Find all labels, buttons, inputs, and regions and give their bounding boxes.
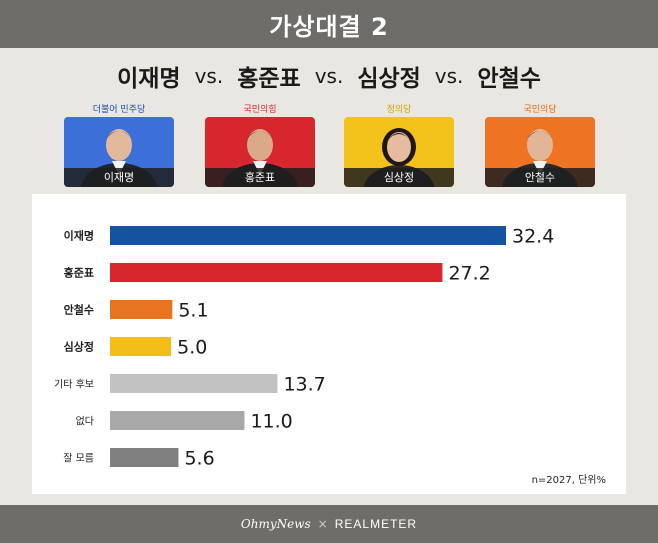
matchup-name-3: 심상정 [357, 66, 421, 92]
candidate-card-2: 국민의힘 홍준표 [205, 104, 315, 187]
value-label: 27.2 [448, 263, 490, 285]
candidate-photo: 이재명 [64, 117, 174, 187]
value-label: 5.1 [178, 300, 208, 322]
matchup-title: 이재명 vs. 홍준표 vs. 심상정 vs. 안철수 [0, 58, 658, 94]
value-label: 5.6 [184, 448, 214, 470]
party-label: 국민의당 [523, 105, 557, 115]
category-label: 잘 모름 [63, 453, 94, 465]
value-label: 5.0 [177, 337, 207, 359]
candidate-photo: 심상정 [344, 117, 454, 187]
candidate-photo: 안철수 [485, 117, 595, 187]
bar [110, 374, 278, 393]
bar [110, 337, 172, 356]
bar-chart: 이재명 32.4 홍준표 27.2 안철수 5.1 심상정 5.0 기타 후보 13.7 없다 11.… [54, 226, 554, 470]
matchup-name-2: 홍준표 [237, 66, 301, 92]
value-label: 11.0 [250, 411, 292, 433]
candidate-name: 이재명 [64, 168, 174, 187]
vs-label-2: vs. [314, 64, 344, 88]
party-label: 정의당 [386, 105, 412, 115]
candidate-name: 심상정 [344, 168, 454, 187]
candidate-card-3: 정의당 심상정 [344, 104, 454, 187]
value-label: 13.7 [283, 374, 325, 396]
category-label: 없다 [76, 415, 94, 428]
value-label: 32.4 [512, 226, 554, 248]
vs-label-3: vs. [434, 64, 464, 88]
candidate-photo: 홍준표 [205, 117, 315, 187]
matchup-name-1: 이재명 [117, 66, 181, 92]
ohmynews-logo: OhmyNews [240, 517, 311, 531]
chart-panel: 이재명 32.4 홍준표 27.2 안철수 5.1 심상정 5.0 기타 후보 13.7 없다 11.… [32, 194, 626, 494]
candidate-name: 홍준표 [205, 168, 315, 187]
vs-label-1: vs. [194, 64, 224, 88]
candidate-card-4: 국민의당 안철수 [485, 104, 595, 187]
matchup-name-4: 안철수 [477, 66, 541, 92]
bar [110, 263, 443, 282]
party-label: 더불어 민주당 [92, 105, 146, 115]
bar [110, 411, 245, 430]
footer-separator: × [317, 517, 328, 531]
realmeter-logo: REALMETER [334, 517, 418, 531]
candidate-card-1: 더불어 민주당 이재명 [64, 104, 174, 187]
category-label: 기타 후보 [54, 379, 94, 391]
chart-title: 가상대결 2 [269, 12, 389, 41]
header-banner: 가상대결 2 [0, 0, 658, 48]
category-label: 이재명 [64, 229, 94, 243]
bar [110, 300, 173, 319]
category-label: 심상정 [64, 340, 94, 354]
party-label: 국민의힘 [243, 105, 277, 115]
bar [110, 448, 179, 467]
category-label: 안철수 [64, 303, 94, 317]
bar [110, 226, 506, 245]
category-label: 홍준표 [64, 266, 94, 280]
candidate-name: 안철수 [485, 168, 595, 187]
sample-note: n=2027, 단위% [531, 475, 606, 486]
footer-banner: OhmyNews × REALMETER [0, 505, 658, 543]
